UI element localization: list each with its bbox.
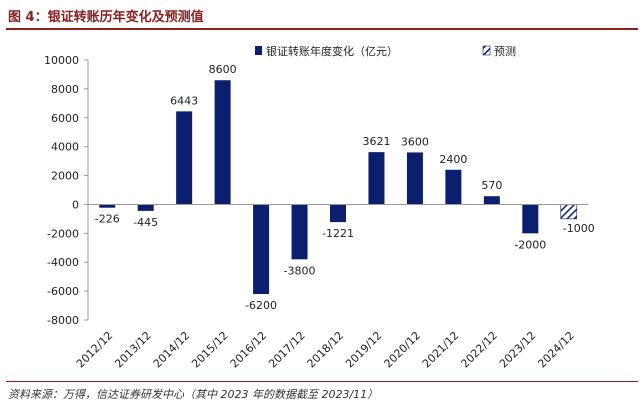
x-tick-label: 2024/12 bbox=[535, 329, 577, 371]
forecast-bar bbox=[560, 204, 578, 220]
data-bar bbox=[368, 152, 385, 205]
data-bar bbox=[445, 169, 462, 205]
x-tick-label: 2020/12 bbox=[382, 329, 424, 371]
x-tick-label: 2015/12 bbox=[189, 329, 231, 371]
data-bar bbox=[253, 204, 270, 294]
data-bar bbox=[137, 204, 154, 211]
source-rule bbox=[6, 381, 638, 382]
data-label: -226 bbox=[95, 213, 120, 226]
legend-swatch-actual bbox=[255, 46, 262, 55]
data-bar bbox=[483, 196, 500, 205]
y-tick-label: -4000 bbox=[47, 256, 79, 269]
x-tick-label: 2018/12 bbox=[305, 329, 347, 371]
y-tick-label: -8000 bbox=[47, 314, 79, 327]
data-label: 3621 bbox=[362, 135, 390, 148]
data-bar bbox=[330, 204, 346, 223]
data-bar bbox=[176, 111, 193, 205]
bar-chart: 10000 8000 6000 4000 2000 0 -2000 -4000 -6000 -80… bbox=[44, 44, 595, 371]
x-tick-label: 2021/12 bbox=[420, 329, 462, 371]
data-bar bbox=[406, 152, 423, 205]
data-label: 6443 bbox=[170, 94, 198, 107]
y-tick-label: 10000 bbox=[44, 54, 79, 67]
title-rule bbox=[6, 28, 638, 30]
bars-group bbox=[99, 80, 578, 294]
y-tick-label: 4000 bbox=[51, 141, 79, 154]
y-tick-label: 2000 bbox=[51, 170, 79, 183]
data-label: -1221 bbox=[322, 227, 354, 240]
x-tick-label: 2016/12 bbox=[228, 329, 270, 371]
data-label: -445 bbox=[133, 216, 158, 229]
legend-label-actual: 银证转账年度变化（亿元） bbox=[266, 44, 398, 58]
y-axis: 10000 8000 6000 4000 2000 0 -2000 -4000 -6000 -80… bbox=[44, 54, 89, 327]
data-label: -2000 bbox=[514, 238, 546, 251]
data-label: 2400 bbox=[439, 153, 467, 166]
x-tick-label: 2023/12 bbox=[497, 329, 539, 371]
x-tick-label: 2022/12 bbox=[458, 329, 500, 371]
data-bar bbox=[291, 204, 308, 260]
data-label: -3800 bbox=[284, 264, 316, 277]
data-labels-group: -226 -445 6443 8600 -6200 -3800 -1221 3621 3600 2… bbox=[95, 63, 595, 312]
y-tick-label: 0 bbox=[72, 198, 79, 211]
legend: 银证转账年度变化（亿元） 预测 bbox=[255, 44, 516, 58]
x-tick-label: 2012/12 bbox=[74, 329, 116, 371]
legend-swatch-forecast bbox=[482, 45, 491, 56]
x-tick-label: 2013/12 bbox=[112, 329, 154, 371]
data-label: 3600 bbox=[401, 135, 429, 148]
data-bar bbox=[214, 80, 231, 205]
figure-title: 图 4：银证转账历年变化及预测值 bbox=[8, 10, 204, 25]
legend-label-forecast: 预测 bbox=[494, 45, 516, 58]
x-tick-label: 2014/12 bbox=[151, 329, 193, 371]
data-label: 570 bbox=[481, 179, 502, 192]
y-tick-label: 6000 bbox=[51, 112, 79, 125]
y-tick-label: -2000 bbox=[47, 227, 79, 240]
data-bar bbox=[99, 204, 116, 208]
data-label: 8600 bbox=[209, 63, 237, 76]
source-note: 资料来源：万得，信达证券研发中心（其中 2023 年的数据截至 2023/11） bbox=[8, 388, 379, 401]
y-tick-label: 8000 bbox=[51, 83, 79, 96]
data-label: -6200 bbox=[245, 299, 277, 312]
data-bar bbox=[522, 204, 539, 234]
data-label: -1000 bbox=[563, 222, 595, 235]
x-tick-label: 2019/12 bbox=[343, 329, 385, 371]
x-tick-label: 2017/12 bbox=[266, 329, 308, 371]
y-tick-label: -6000 bbox=[47, 285, 79, 298]
